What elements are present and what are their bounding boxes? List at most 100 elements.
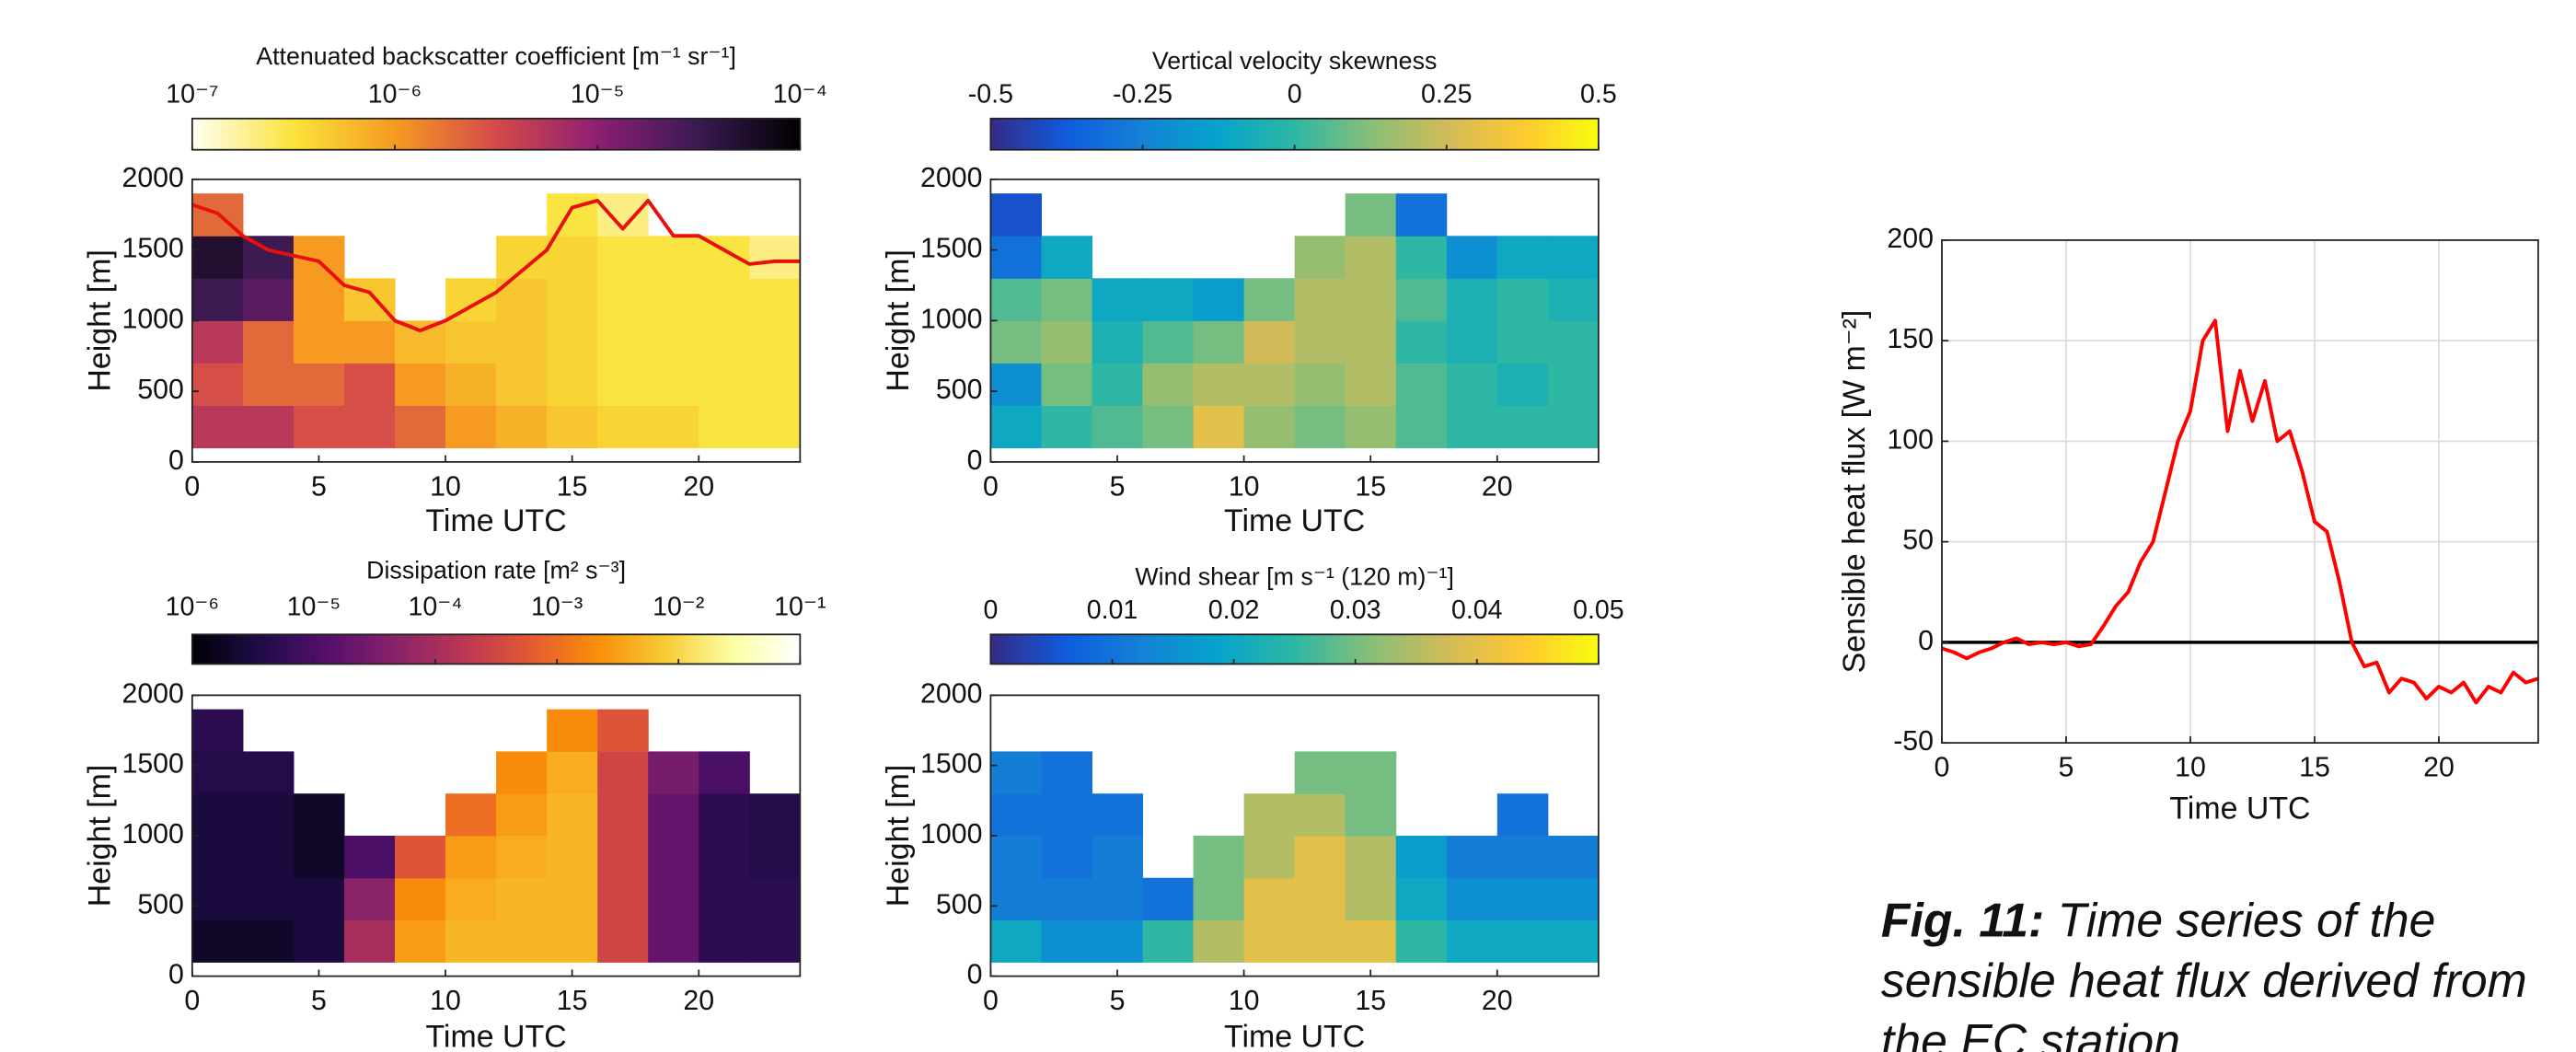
heatmap-cell (990, 320, 1042, 364)
heatmap-cell (1243, 793, 1296, 837)
heatmap-cell (699, 320, 750, 364)
x-axis-label: Time UTC (425, 503, 566, 538)
y-axis-label: Sensible heat flux [W m⁻²] (1837, 310, 1872, 674)
y-tick-label: 1500 (121, 749, 183, 780)
heatmap-cell (1547, 320, 1600, 364)
colorbar-tick-label: 0 (983, 595, 998, 625)
heatmap-cell (990, 751, 1042, 794)
heatmap-cell (749, 835, 801, 879)
x-tick-label: 15 (557, 986, 588, 1016)
heatmap-cell (1041, 751, 1093, 794)
heatmap-cell (749, 278, 801, 321)
colorbar-title: Wind shear [m s⁻¹ (120 m)⁻¹] (1135, 563, 1454, 591)
heatmap-cell (1496, 877, 1549, 921)
heatmap-cell (1446, 405, 1498, 449)
heatmap-cell (1395, 405, 1448, 449)
heatmap-cell (1294, 793, 1346, 837)
heatmap-cell (1193, 320, 1245, 364)
y-tick-label: 0 (168, 960, 184, 990)
heatmap-cell (547, 236, 598, 279)
heatmap-cell (1446, 835, 1498, 879)
colorbar-tick-label: 10⁻⁵ (571, 79, 625, 109)
heatmap-cell (1294, 320, 1346, 364)
heatmap-cell (191, 793, 244, 837)
heatmap-cell (648, 751, 699, 794)
heatmap-cell (496, 363, 548, 407)
colorbar-tick-label: 0.05 (1573, 595, 1624, 625)
heatmap-cell (242, 793, 295, 837)
heatmap-cell (547, 193, 598, 237)
heatmap-cell (496, 751, 548, 794)
heatmap-cell (1294, 405, 1346, 449)
heatmap-cell (597, 363, 649, 407)
caption-line: Fig. 11: Time series of the (1881, 893, 2436, 946)
x-axis-label: Time UTC (1224, 1019, 1365, 1052)
heatmap-cell (990, 363, 1042, 407)
y-tick-label: 0 (1918, 626, 1934, 656)
heatmap-cell (749, 877, 801, 921)
heatmap-cell (1345, 793, 1397, 837)
heatmap-cell (597, 709, 649, 752)
x-tick-label: 15 (1355, 986, 1386, 1016)
heatmap-cell (749, 919, 801, 963)
heatmap-cell (293, 320, 345, 364)
colorbar-tick-label: 10⁻⁴ (773, 79, 827, 109)
heatmap-cell (1547, 278, 1600, 321)
heatmap-cell (191, 919, 244, 963)
heatmap-cell (395, 405, 446, 449)
heatmap-cell (1243, 919, 1296, 963)
caption-text: sensible heat flux derived from (1881, 954, 2527, 1007)
heatmap-cell (1395, 877, 1448, 921)
heatmap-cell (343, 877, 396, 921)
colorbar-tick-label: 10⁻⁶ (166, 592, 220, 621)
plot-frame (1941, 239, 2539, 745)
heatmap-cell (1193, 363, 1245, 407)
heatmap-cell (1294, 363, 1346, 407)
heatmap-cell (547, 751, 598, 794)
y-tick-label: 0 (967, 445, 983, 476)
colorbar-title: Dissipation rate [m² s⁻³] (366, 557, 626, 584)
heatmap-cell (547, 919, 598, 963)
heatmap-cell (445, 405, 497, 449)
heatmap-cell (1294, 751, 1346, 794)
heatmap-cell (597, 919, 649, 963)
heatmap-cell (395, 877, 446, 921)
heatmap-cell (1345, 877, 1397, 921)
heatmap-cell (1041, 320, 1093, 364)
heatmap-cell (1092, 877, 1144, 921)
colorbar-tick-label: 10⁻⁴ (408, 592, 462, 621)
caption-text: Time series of the (2058, 893, 2436, 946)
heatmap-cell (547, 793, 598, 837)
heatmap-cell (1243, 278, 1296, 321)
x-axis-label: Time UTC (1224, 503, 1365, 538)
heatmap-cell (242, 363, 295, 407)
heatmap-cell (648, 793, 699, 837)
plot-frame (191, 694, 802, 977)
heatmap-cell (445, 363, 497, 407)
colorbar-tick-label: 0.03 (1330, 595, 1381, 625)
colorbar-tick-label: 0.25 (1421, 79, 1473, 109)
y-tick-label: 500 (936, 889, 983, 919)
heatmap-cell (1446, 877, 1498, 921)
heatmap-cell (445, 320, 497, 364)
y-tick-label: 2000 (121, 163, 183, 193)
heatmap-cell (1193, 278, 1245, 321)
heatmap-cell (648, 320, 699, 364)
heatmap-cell (547, 877, 598, 921)
heatmap-cell (699, 835, 750, 879)
heatmap-cell (343, 363, 396, 407)
heatmap-cell (242, 835, 295, 879)
colorbar (191, 117, 802, 151)
heatmap-cell (1446, 363, 1498, 407)
heatmap-cell (395, 919, 446, 963)
x-axis-label: Time UTC (2169, 791, 2310, 826)
heatmap-cell (1243, 835, 1296, 879)
colorbar-tick-label: 10⁻² (653, 592, 704, 621)
y-tick-label: 1500 (920, 749, 982, 780)
heatmap-cell (191, 278, 244, 321)
heatmap-cell (1395, 835, 1448, 879)
heatmap-cell (293, 919, 345, 963)
heatmap-cell (1496, 320, 1549, 364)
heatmap-cell (547, 278, 598, 321)
